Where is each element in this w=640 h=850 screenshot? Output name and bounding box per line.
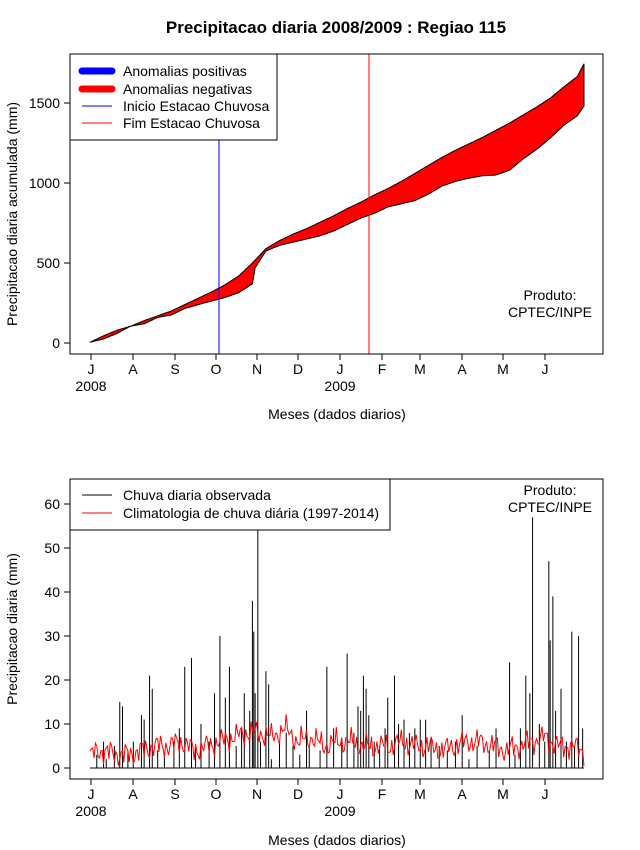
x-tick-label-month: J (337, 361, 344, 377)
y-tick-label: 50 (44, 540, 60, 556)
chart1-title: Precipitacao diaria 2008/2009 : Regiao 1… (166, 18, 506, 37)
chart2-x-label: Meses (dados diarios) (268, 832, 406, 848)
x-tick-label-month: J (542, 786, 549, 802)
y-tick-label: 1000 (29, 175, 60, 191)
x-tick-label-year: 2008 (75, 803, 106, 819)
chart2-cptec-label: CPTEC/INPE (508, 499, 592, 515)
x-tick-label-month: A (457, 786, 467, 802)
y-tick-label: 1500 (29, 95, 60, 111)
x-tick-label-year: 2009 (324, 803, 355, 819)
chart1-x-label: Meses (dados diarios) (268, 406, 406, 422)
legend-label-anomalias-positivas: Anomalias positivas (123, 63, 247, 79)
x-tick-label-month: N (252, 361, 262, 377)
x-tick-label-month: O (211, 786, 222, 802)
chart1-cptec-label: CPTEC/INPE (508, 304, 592, 320)
legend-label-fim: Fim Estacao Chuvosa (123, 115, 260, 131)
legend-label-anomalias-negativas: Anomalias negativas (123, 81, 252, 97)
chart1-y-axis: 0 500 1000 1500 (29, 95, 71, 351)
chart2-legend: Chuva diaria observada Climatologia de c… (69, 478, 391, 531)
observed-daily-bars (90, 508, 584, 769)
y-tick-label: 500 (37, 255, 61, 271)
x-tick-label-month: J (88, 786, 95, 802)
x-tick-label-month: J (542, 361, 549, 377)
legend-label-chuva-observada: Chuva diaria observada (123, 487, 271, 503)
climatology-cumulative-line (89, 63, 585, 343)
x-tick-label-month: A (128, 361, 138, 377)
y-tick-label: 0 (52, 335, 60, 351)
legend-label-climatologia: Climatologia de chuva diária (1997-2014) (123, 505, 379, 521)
y-tick-label: 40 (44, 584, 60, 600)
x-tick-label-month: S (170, 786, 179, 802)
chart2-produto-label: Produto: (524, 482, 577, 498)
chart1-legend: Anomalias positivas Anomalias negativas … (69, 53, 278, 141)
x-tick-label-month: D (293, 361, 303, 377)
x-tick-label-month: J (337, 786, 344, 802)
x-tick-label-month: J (88, 361, 95, 377)
x-tick-label-month: N (252, 786, 262, 802)
y-tick-label: 10 (44, 716, 60, 732)
x-tick-label-month: O (211, 361, 222, 377)
chart1-produto-label: Produto: (524, 287, 577, 303)
observed-cumulative-line (89, 105, 585, 343)
x-tick-label-month: D (293, 786, 303, 802)
chart2-legend-box (69, 478, 391, 531)
x-tick-label-month: A (128, 786, 138, 802)
chart2-y-label: Precipitacao diaria (mm) (4, 553, 20, 705)
y-tick-label: 0 (52, 760, 60, 776)
x-tick-label-month: A (457, 361, 467, 377)
x-tick-label-year: 2008 (75, 378, 106, 394)
x-tick-label-month: F (378, 786, 387, 802)
y-tick-label: 30 (44, 628, 60, 644)
legend-label-inicio: Inicio Estacao Chuvosa (123, 98, 270, 114)
x-tick-label-month: M (414, 361, 426, 377)
x-tick-label-month: F (378, 361, 387, 377)
x-tick-label-year: 2009 (324, 378, 355, 394)
y-tick-label: 20 (44, 672, 60, 688)
x-tick-label-month: S (170, 361, 179, 377)
x-tick-label-month: M (497, 361, 509, 377)
climatology-daily-line (89, 714, 585, 766)
x-tick-label-month: M (414, 786, 426, 802)
chart2-y-axis: 0 10 20 30 40 50 60 (44, 496, 71, 776)
y-tick-label: 60 (44, 496, 60, 512)
anomaly-fill-layer (90, 63, 585, 343)
chart1-y-label: Precipitacao diaria acumulada (mm) (4, 102, 20, 326)
x-tick-label-month: M (497, 786, 509, 802)
